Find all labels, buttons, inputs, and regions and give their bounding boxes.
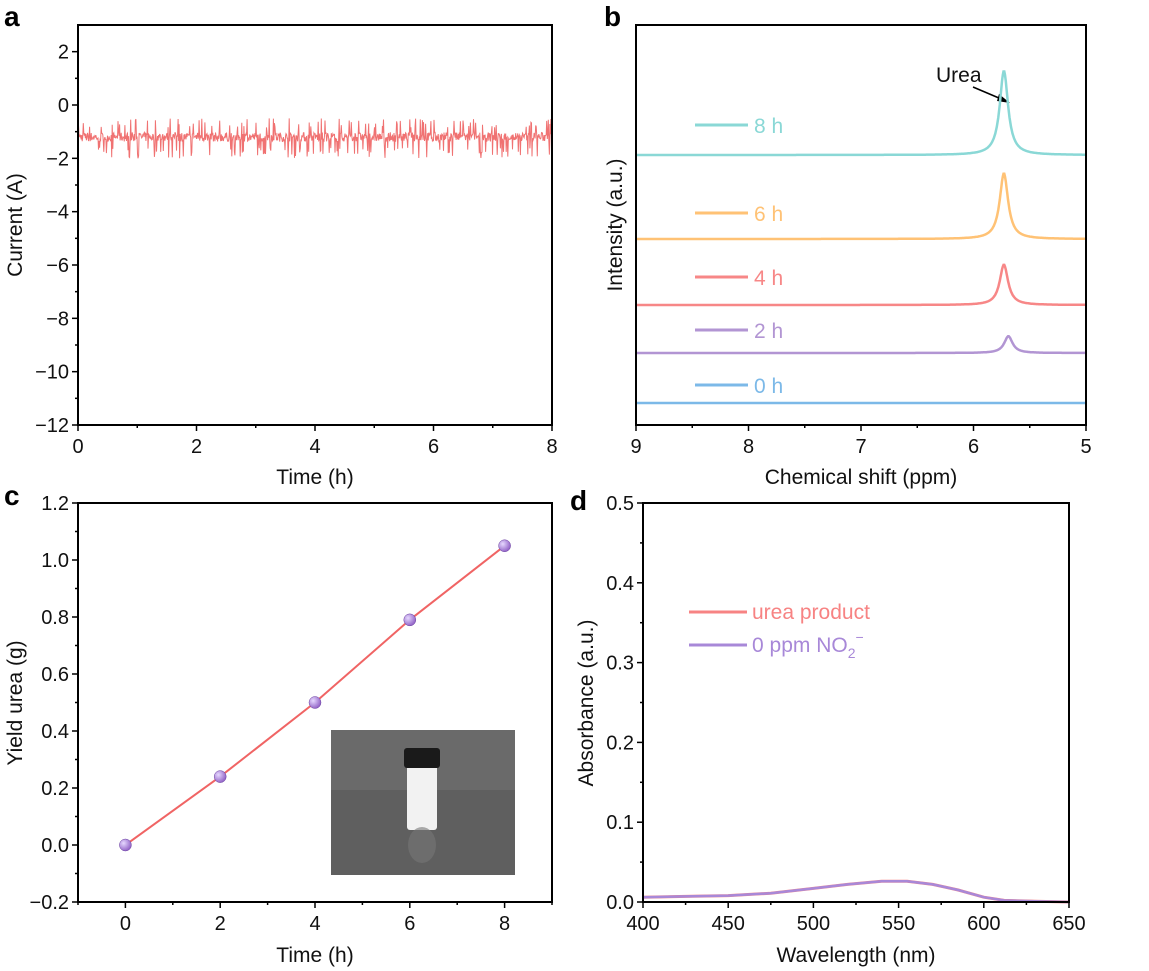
nmr-trace-8h (636, 70, 1086, 157)
x-tick-label-b: 5 (1080, 436, 1091, 458)
y-tick-label-a: 2 (58, 42, 69, 64)
x-tick-label-c: 8 (499, 913, 510, 935)
x-tick-label-a: 8 (546, 436, 557, 458)
current-trace (77, 118, 553, 159)
plot-frame-a (77, 24, 553, 426)
legend-label-6h: 6 h (754, 203, 783, 226)
y-tick-label-d: 0.5 (606, 493, 634, 515)
nmr-trace-6h (636, 172, 1087, 241)
absorbance-trace-1 (642, 880, 1070, 904)
y-tick-label-c: 0.4 (41, 721, 69, 743)
y-tick-label-d: 0.3 (606, 653, 634, 675)
plot-frame-b (635, 24, 1087, 426)
y-tick-label-c: 1.0 (41, 550, 69, 572)
nmr-trace-4h (636, 263, 1086, 307)
ylabel-c: Yield urea (g) (4, 640, 27, 765)
ylabel-b: Intensity (a.u.) (604, 158, 627, 291)
y-tick-label-d: 0.4 (606, 573, 634, 595)
y-tick-label-a: −6 (46, 255, 69, 277)
panel-label-a: a (4, 1, 20, 32)
annotation-arrow-icon (972, 86, 1010, 103)
yield-point (403, 613, 417, 627)
xlabel-b: Chemical shift (ppm) (765, 466, 958, 489)
legend-label-8h: 8 h (754, 115, 783, 138)
x-tick-label-d: 600 (967, 913, 1000, 935)
x-tick-label-a: 6 (428, 436, 439, 458)
y-tick-label-a: −2 (46, 148, 69, 170)
ylabel-a: Current (A) (4, 173, 27, 277)
y-tick-label-d: 0.1 (606, 812, 634, 834)
nmr-trace-2h (636, 335, 1086, 355)
plot-frame-d (642, 502, 1070, 903)
y-tick-label-c: −0.2 (30, 892, 69, 914)
ylabel-d: Absorbance (a.u.) (575, 620, 598, 787)
x-tick-label-a: 0 (72, 436, 83, 458)
x-tick-label-c: 2 (215, 913, 226, 935)
inset-photo (331, 730, 515, 875)
legend-b: 8 h 6 h 4 h 2 h 0 h (695, 115, 783, 398)
x-tick-label-b: 9 (630, 436, 641, 458)
legend-label-urea-product: urea product (752, 601, 870, 624)
x-tick-label-d: 500 (797, 913, 830, 935)
x-tick-label-a: 2 (191, 436, 202, 458)
y-tick-label-a: −10 (35, 362, 69, 384)
y-tick-label-c: 0.6 (41, 664, 69, 686)
legend-label-2h: 2 h (754, 320, 783, 343)
yield-point (119, 838, 132, 852)
urea-annotation: Urea (936, 64, 982, 87)
y-tick-label-a: −12 (35, 415, 69, 437)
x-tick-label-a: 4 (309, 436, 320, 458)
x-tick-label-c: 6 (404, 913, 415, 935)
yield-point (498, 539, 511, 552)
y-tick-label-a: −4 (46, 202, 69, 224)
x-tick-label-b: 6 (968, 436, 979, 458)
yield-point (308, 696, 322, 709)
x-tick-label-c: 4 (309, 913, 320, 935)
x-tick-label-b: 7 (855, 436, 866, 458)
x-tick-label-d: 400 (626, 913, 659, 935)
xlabel-d: Wavelength (nm) (776, 944, 935, 967)
y-tick-label-c: 0.2 (41, 778, 69, 800)
legend-label-4h: 4 h (754, 267, 783, 290)
x-tick-label-b: 8 (743, 436, 754, 458)
panel-label-b: b (604, 1, 621, 32)
yield-point (213, 770, 227, 783)
legend-label-0h: 0 h (754, 375, 783, 398)
y-tick-label-a: −8 (46, 308, 69, 330)
legend-label-nitrite: 0 ppm NO2− (752, 629, 864, 661)
panel-label-c: c (4, 480, 20, 511)
legend-d: urea product 0 ppm NO2− (689, 601, 870, 661)
y-tick-label-d: 0.2 (606, 732, 634, 754)
y-tick-label-c: 1.2 (41, 493, 69, 515)
y-tick-label-a: 0 (58, 95, 69, 117)
x-tick-label-d: 450 (712, 913, 745, 935)
y-tick-label-c: 0.0 (41, 835, 69, 857)
x-tick-label-d: 650 (1052, 913, 1085, 935)
xlabel-c: Time (h) (276, 944, 353, 967)
x-tick-label-c: 0 (120, 913, 131, 935)
xlabel-a: Time (h) (276, 466, 353, 489)
x-tick-label-d: 550 (882, 913, 915, 935)
panel-label-d: d (570, 485, 587, 516)
y-tick-label-d: 0.0 (606, 892, 634, 914)
y-tick-label-c: 0.8 (41, 607, 69, 629)
